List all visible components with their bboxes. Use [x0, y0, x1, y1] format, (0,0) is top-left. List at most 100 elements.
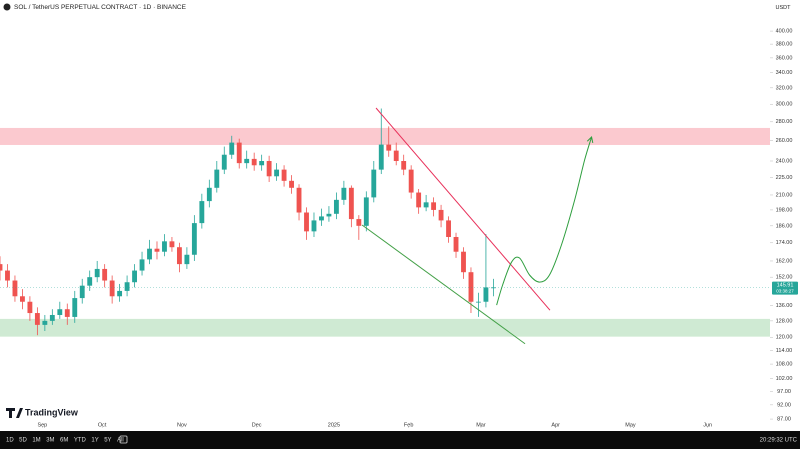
candle	[363, 191, 369, 232]
candle-body	[102, 268, 108, 281]
last-price-label: 145.91	[777, 283, 794, 289]
candle	[386, 126, 392, 157]
candle	[356, 215, 362, 240]
x-tick-label: May	[625, 422, 636, 428]
candle	[401, 154, 407, 176]
range-button[interactable]: 1M	[32, 438, 40, 444]
candle	[221, 146, 227, 175]
candle-body	[139, 259, 145, 271]
y-tick-label: 162.00	[776, 258, 793, 264]
candle-body	[363, 197, 369, 226]
candle-body	[431, 202, 437, 210]
trend-line	[361, 224, 526, 345]
candle	[304, 207, 309, 240]
candle	[72, 290, 78, 323]
candle-body	[468, 272, 474, 302]
y-tick-label: 102.00	[776, 376, 793, 382]
candle-body	[371, 169, 377, 198]
y-tick-label: 340.00	[776, 70, 793, 76]
candle	[64, 303, 70, 325]
range-button[interactable]: 6M	[60, 438, 68, 444]
candle	[27, 296, 33, 321]
zone	[0, 127, 770, 145]
candle-body	[72, 298, 78, 317]
chart-title: SOL / TetherUS PERPETUAL CONTRACT · 1D ·…	[14, 4, 187, 11]
candle-body	[34, 313, 40, 325]
candle	[184, 247, 190, 269]
candle	[176, 242, 182, 273]
candle-body	[490, 287, 496, 289]
candle-body	[64, 309, 70, 317]
toolbar	[0, 431, 800, 449]
candle-body	[341, 187, 347, 200]
candle-body	[132, 270, 137, 283]
y-tick-label: 198.00	[776, 207, 793, 213]
candle	[416, 188, 422, 214]
candle	[169, 237, 175, 252]
zone	[0, 318, 770, 337]
candle	[199, 193, 205, 229]
candle	[251, 152, 257, 171]
range-button[interactable]: 1D	[6, 438, 14, 444]
range-button[interactable]: 3M	[46, 438, 54, 444]
currency: USDT	[776, 5, 792, 11]
x-tick-label: Oct	[98, 422, 107, 428]
candle	[79, 278, 85, 304]
candle	[109, 275, 115, 304]
y-tick-label: 400.00	[776, 29, 793, 35]
candle-body	[356, 219, 362, 226]
y-tick-label: 210.00	[776, 192, 793, 198]
candle-body	[0, 264, 3, 271]
range-button[interactable]: 1Y	[91, 438, 98, 444]
candle-body	[423, 202, 429, 208]
countdown: 03:38:27	[776, 288, 794, 293]
candle-body	[42, 320, 48, 325]
candle	[483, 234, 489, 308]
watermark: TradingView	[6, 407, 79, 418]
candle-body	[162, 241, 167, 252]
candle-body	[199, 201, 205, 224]
candle	[139, 251, 145, 276]
y-tick-label: 260.00	[776, 138, 793, 144]
x-tick-label: Sep	[37, 422, 47, 428]
watermark-text: TradingView	[25, 407, 79, 417]
y-tick-label: 320.00	[776, 85, 793, 91]
range-button[interactable]: YTD	[74, 438, 87, 444]
x-tick-label: Dec	[252, 422, 262, 428]
candle	[19, 289, 25, 310]
candle	[244, 150, 250, 169]
candle	[162, 234, 167, 257]
date-range-button[interactable]	[119, 435, 128, 444]
candle-body	[214, 169, 220, 188]
candle	[57, 301, 63, 319]
candle-body	[191, 223, 197, 255]
candle-body	[259, 161, 265, 166]
candle-body	[266, 161, 272, 177]
y-tick-label: 128.00	[776, 318, 793, 324]
y-tick-label: 280.00	[776, 119, 793, 125]
candle-body	[401, 161, 407, 170]
candle-body	[333, 199, 339, 214]
candle	[214, 161, 220, 193]
range-button[interactable]: 5D	[19, 438, 27, 444]
candle	[191, 215, 197, 261]
projection-arrowhead	[586, 136, 594, 144]
x-tick-label: Feb	[404, 422, 413, 428]
y-tick-label: 174.00	[776, 240, 793, 246]
x-tick-label: 2025	[328, 422, 340, 428]
candle-body	[124, 282, 130, 291]
candle-body	[57, 309, 63, 315]
candle	[102, 264, 108, 288]
candle-body	[12, 280, 18, 297]
x-tick-label: Mar	[476, 422, 486, 428]
last-price-tag	[772, 281, 798, 295]
range-button[interactable]: 5Y	[104, 438, 111, 444]
y-tick-label: 87.00	[777, 417, 791, 423]
y-tick-label: 136.00	[776, 303, 793, 309]
candle	[348, 185, 354, 228]
candle	[311, 212, 317, 238]
candle	[476, 292, 481, 317]
